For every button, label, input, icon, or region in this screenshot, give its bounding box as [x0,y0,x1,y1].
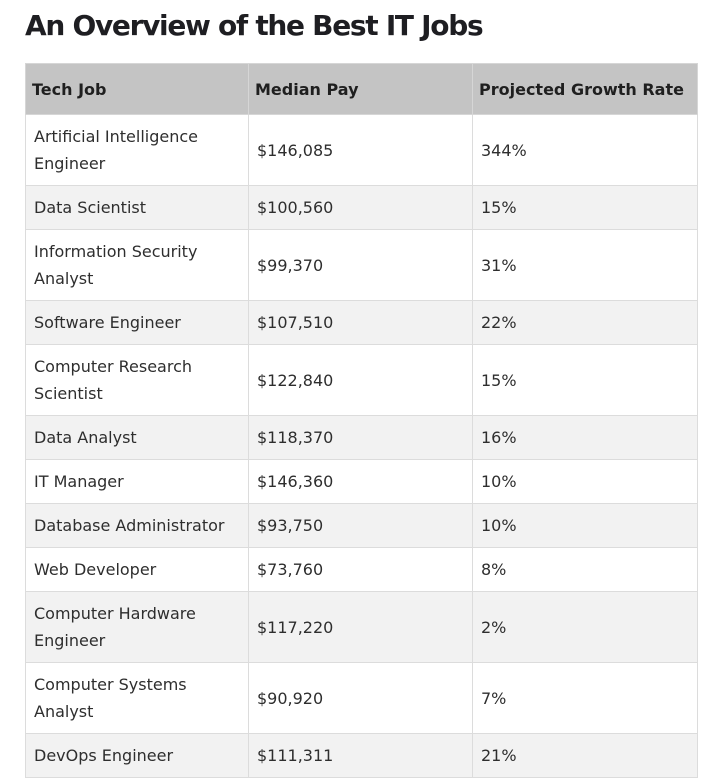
tech-job-cell: Computer Systems Analyst [25,662,249,734]
table-row: IT Manager $146,360 10% [25,459,698,504]
column-header-tech-job: Tech Job [25,63,249,115]
table-row: Data Analyst $118,370 16% [25,415,698,460]
growth-rate-cell: 2% [472,591,698,663]
table-row: Database Administrator $93,750 10% [25,503,698,548]
column-header-growth-rate: Projected Growth Rate [472,63,698,115]
growth-rate-cell: 21% [472,733,698,778]
median-pay-cell: $93,750 [248,503,473,548]
median-pay-cell: $100,560 [248,185,473,230]
table-row: Computer Hardware Engineer $117,220 2% [25,591,698,663]
median-pay-cell: $90,920 [248,662,473,734]
median-pay-cell: $111,311 [248,733,473,778]
median-pay-cell: $107,510 [248,300,473,345]
table-row: Web Developer $73,760 8% [25,547,698,592]
tech-job-cell: Information Security Analyst [25,229,249,301]
growth-rate-cell: 10% [472,503,698,548]
table-row: Artificial Intelligence Engineer $146,08… [25,114,698,186]
tech-job-cell: Software Engineer [25,300,249,345]
growth-rate-cell: 22% [472,300,698,345]
median-pay-cell: $117,220 [248,591,473,663]
column-header-median-pay: Median Pay [248,63,473,115]
growth-rate-cell: 15% [472,344,698,416]
growth-rate-cell: 16% [472,415,698,460]
table-row: Software Engineer $107,510 22% [25,300,698,345]
growth-rate-cell: 8% [472,547,698,592]
table-header-row: Tech Job Median Pay Projected Growth Rat… [25,63,698,115]
median-pay-cell: $146,360 [248,459,473,504]
table-row: Information Security Analyst $99,370 31% [25,229,698,301]
median-pay-cell: $73,760 [248,547,473,592]
table-row: Computer Research Scientist $122,840 15% [25,344,698,416]
page-title: An Overview of the Best IT Jobs [25,9,484,42]
tech-job-cell: Computer Hardware Engineer [25,591,249,663]
growth-rate-cell: 31% [472,229,698,301]
growth-rate-cell: 10% [472,459,698,504]
growth-rate-cell: 7% [472,662,698,734]
tech-job-cell: Database Administrator [25,503,249,548]
median-pay-cell: $118,370 [248,415,473,460]
tech-job-cell: Web Developer [25,547,249,592]
median-pay-cell: $122,840 [248,344,473,416]
tech-job-cell: IT Manager [25,459,249,504]
median-pay-cell: $146,085 [248,114,473,186]
tech-job-cell: Artificial Intelligence Engineer [25,114,249,186]
growth-rate-cell: 344% [472,114,698,186]
growth-rate-cell: 15% [472,185,698,230]
table-row: Data Scientist $100,560 15% [25,185,698,230]
it-jobs-table: Tech Job Median Pay Projected Growth Rat… [25,63,698,778]
table-row: DevOps Engineer $111,311 21% [25,733,698,778]
median-pay-cell: $99,370 [248,229,473,301]
table-row: Computer Systems Analyst $90,920 7% [25,662,698,734]
tech-job-cell: Data Scientist [25,185,249,230]
tech-job-cell: DevOps Engineer [25,733,249,778]
tech-job-cell: Computer Research Scientist [25,344,249,416]
tech-job-cell: Data Analyst [25,415,249,460]
